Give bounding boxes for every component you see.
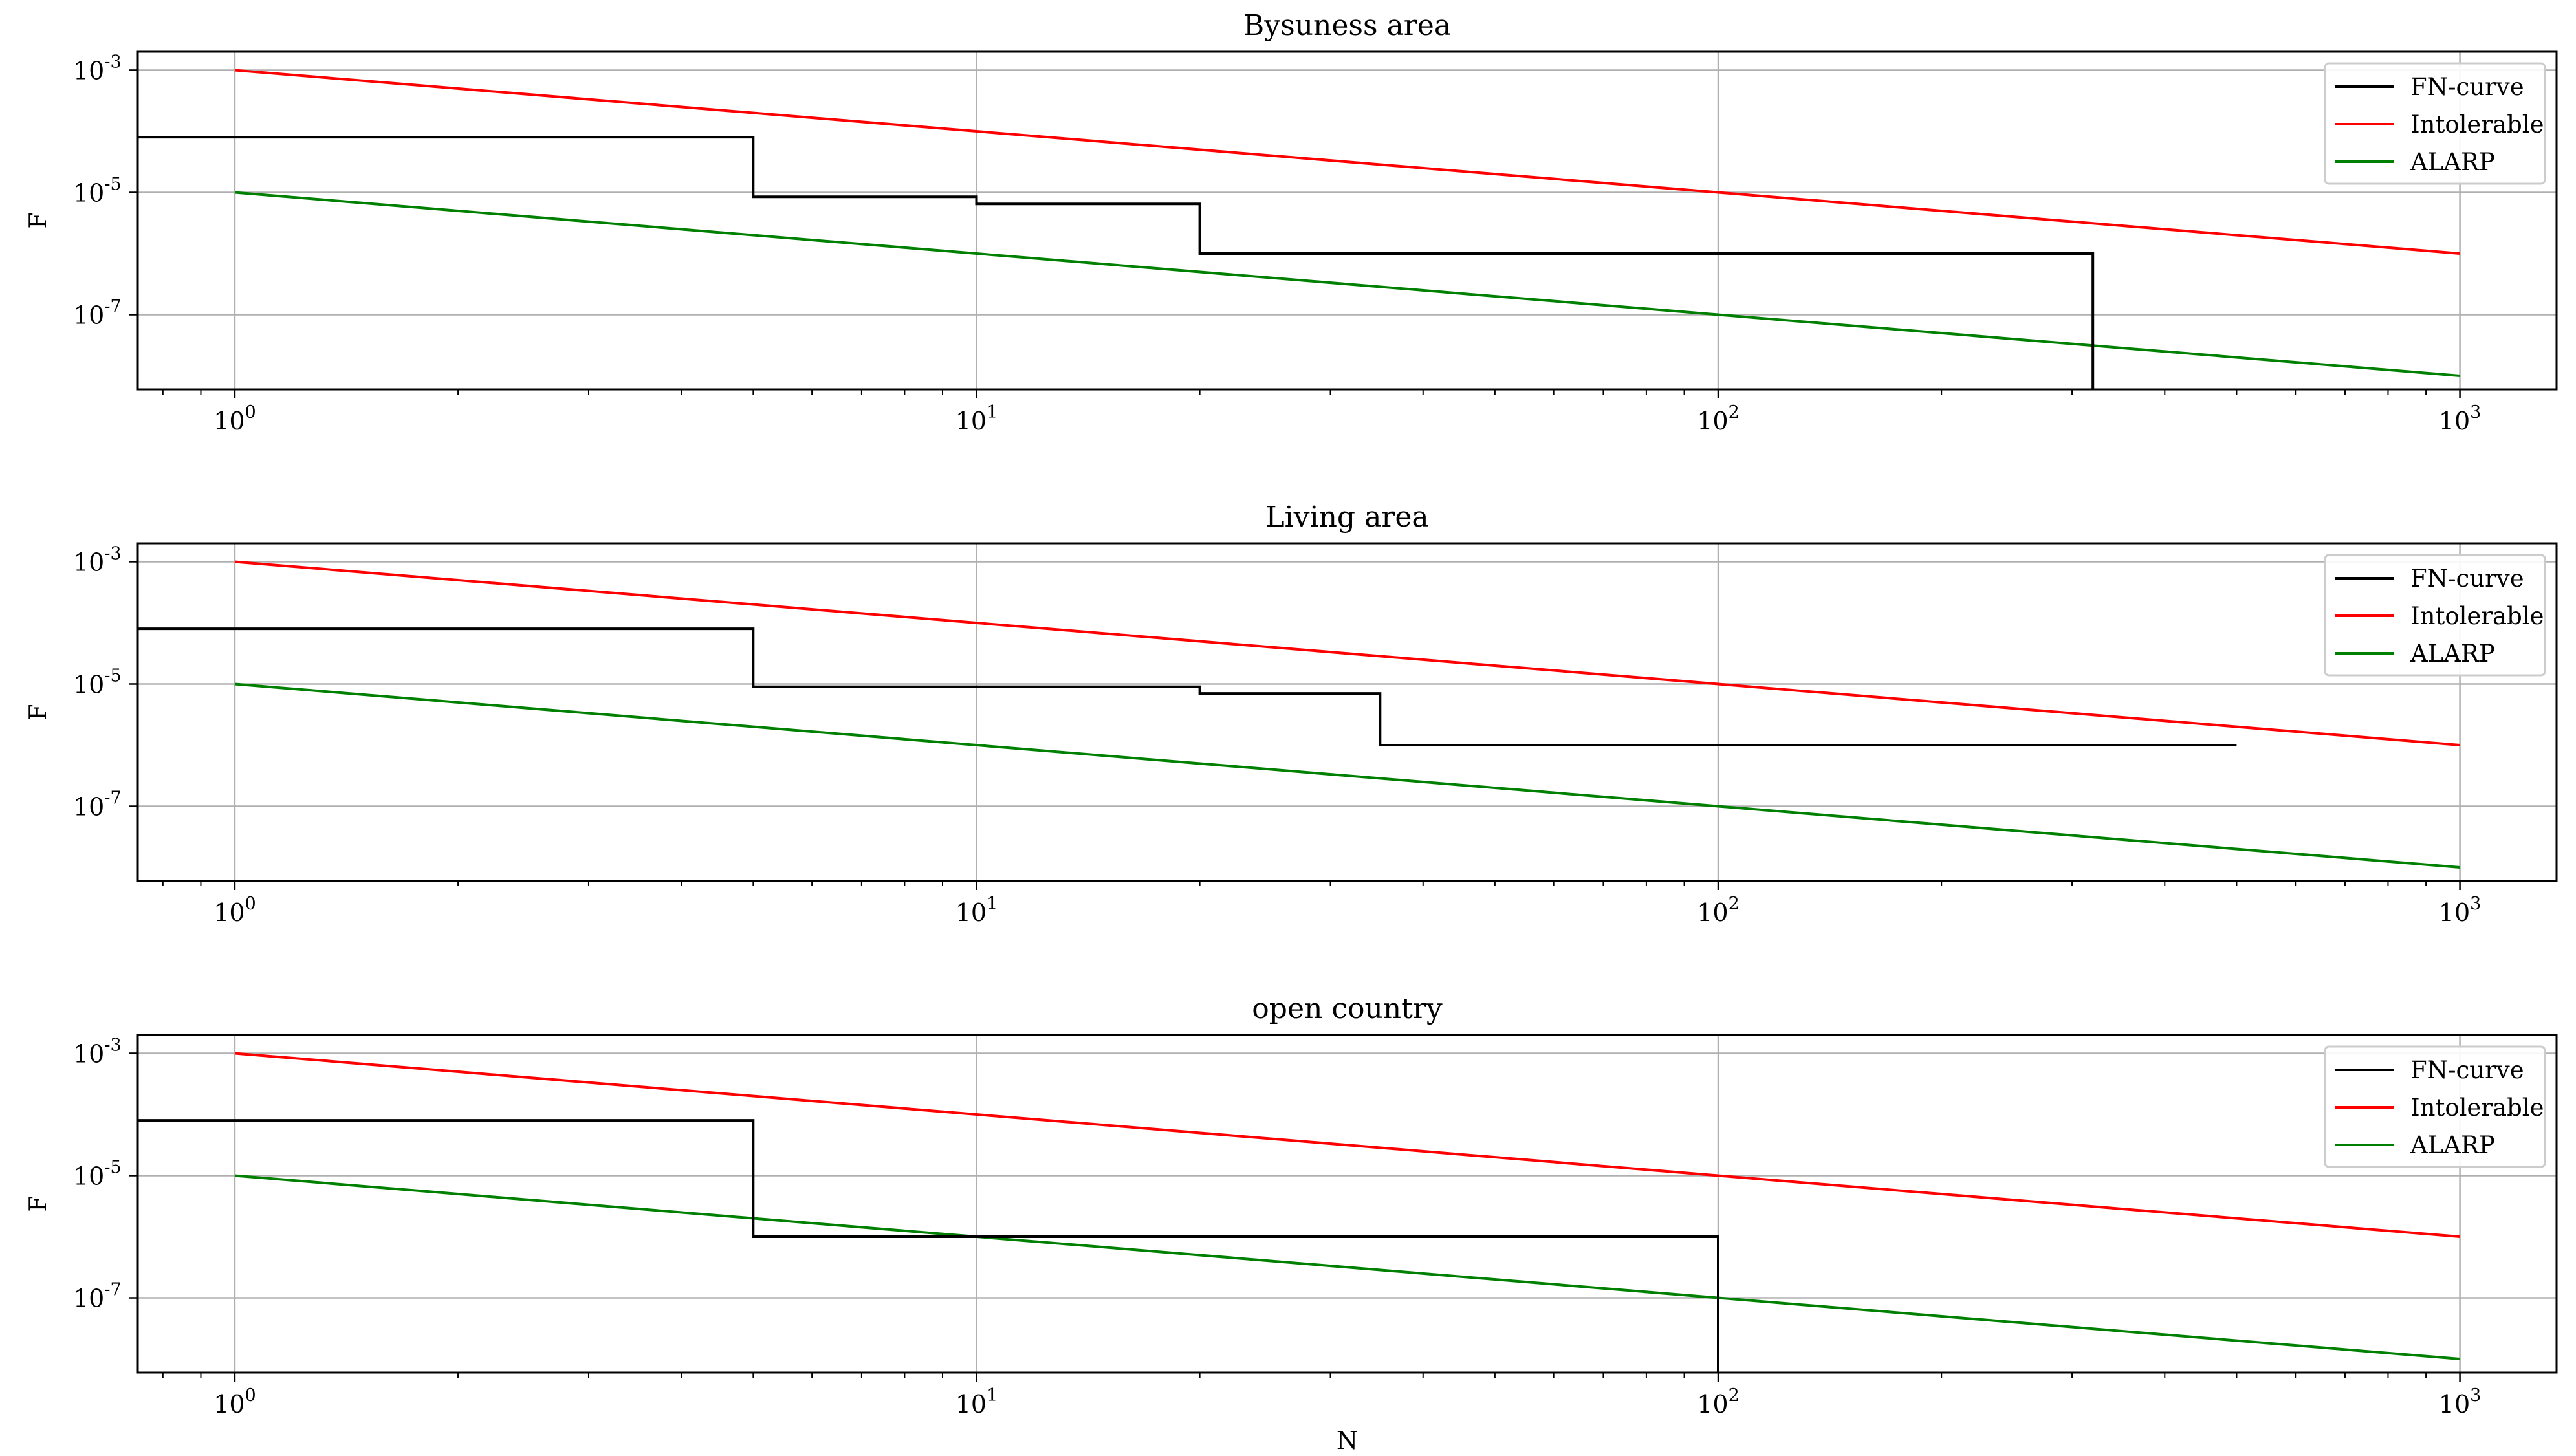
- y-tick-label: 10-5: [73, 666, 122, 699]
- x-tick-label: 100: [213, 1385, 256, 1418]
- y-tick-label: 10-7: [73, 1280, 122, 1313]
- x-axis-label: N: [1337, 1426, 1358, 1455]
- series-line-intolerable: [234, 69, 2460, 255]
- series-line-fn-curve: [138, 627, 2237, 746]
- legend-label: FN-curve: [2410, 73, 2524, 101]
- legend: FN-curve Intolerable ALARP: [2324, 62, 2546, 185]
- y-tick-label: 10-3: [73, 543, 122, 576]
- legend-box: [2324, 1045, 2546, 1168]
- chart-panel-2: 100 101 102 103 10-3 10-5 10-7 Living area F FN-c…: [25, 501, 2558, 927]
- legend-label: Intolerable: [2410, 1094, 2544, 1122]
- legend: FN-curve Intolerable ALARP: [2324, 1045, 2546, 1168]
- x-tick-label: 100: [213, 894, 256, 927]
- series-line-alarp: [234, 1174, 2460, 1360]
- y-tick-label: 10-5: [73, 174, 122, 207]
- x-tick-label: 103: [2439, 402, 2482, 435]
- axes-frame: [136, 542, 2558, 882]
- series-line-fn-curve: [138, 1119, 1719, 1373]
- series-group: [138, 1052, 2460, 1373]
- legend-label: ALARP: [2410, 1131, 2495, 1159]
- legend-label: Intolerable: [2410, 111, 2544, 138]
- x-tick-label: 102: [1697, 402, 1740, 435]
- x-tick-label: 102: [1697, 1385, 1740, 1418]
- series-group: [138, 69, 2460, 389]
- chart-title: open country: [1252, 992, 1443, 1025]
- x-tick-label: 103: [2439, 894, 2482, 927]
- series-line-intolerable: [234, 1052, 2460, 1238]
- y-tick-label: 10-3: [73, 52, 122, 85]
- y-axis-label: F: [25, 704, 52, 721]
- x-tick-label: 101: [955, 1385, 998, 1418]
- chart-panel-3: 100 101 102 103 10-3 10-5 10-7 open country F N FN…: [25, 992, 2558, 1455]
- legend-label: FN-curve: [2410, 565, 2524, 592]
- axes-frame: [136, 50, 2558, 391]
- x-tick-label: 101: [955, 402, 998, 435]
- series-line-fn-curve: [138, 136, 2095, 389]
- chart-title: Living area: [1265, 501, 1428, 534]
- y-tick-label: 10-7: [73, 297, 122, 330]
- x-tick-label: 101: [955, 894, 998, 927]
- x-tick-label: 100: [213, 402, 256, 435]
- chart-panel-1: 100 101 102 103 10-3 10-5 10-7 Bysuness area F FN…: [25, 9, 2558, 435]
- y-tick-label: 10-7: [73, 788, 122, 821]
- series-line-intolerable: [234, 560, 2460, 746]
- y-tick-label: 10-3: [73, 1035, 122, 1068]
- legend-label: ALARP: [2410, 148, 2495, 176]
- legend-label: FN-curve: [2410, 1056, 2524, 1084]
- series-line-alarp: [234, 682, 2460, 869]
- legend-box: [2324, 554, 2546, 677]
- x-tick-label: 103: [2439, 1385, 2482, 1418]
- axes-frame: [136, 1034, 2558, 1374]
- chart-title: Bysuness area: [1243, 9, 1451, 42]
- y-tick-label: 10-5: [73, 1157, 122, 1190]
- series-line-alarp: [234, 191, 2460, 377]
- legend-label: Intolerable: [2410, 602, 2544, 630]
- y-axis-label: F: [25, 213, 52, 229]
- y-axis-label: F: [25, 1196, 52, 1212]
- legend-label: ALARP: [2410, 640, 2495, 668]
- series-group: [138, 560, 2460, 869]
- legend-box: [2324, 62, 2546, 185]
- x-tick-label: 102: [1697, 894, 1740, 927]
- legend: FN-curve Intolerable ALARP: [2324, 554, 2546, 677]
